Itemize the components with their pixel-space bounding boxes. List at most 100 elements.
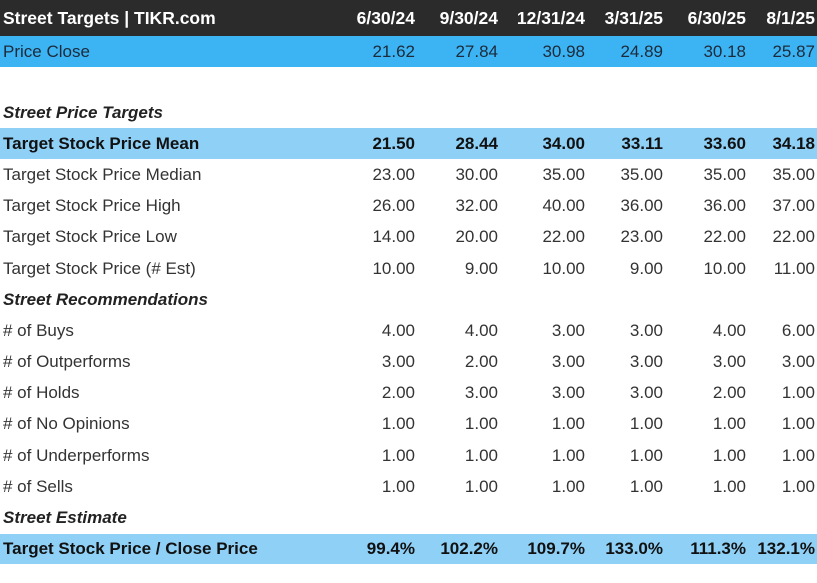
cell-value: 30.00 <box>455 164 498 184</box>
cell-value: 4.00 <box>464 320 498 340</box>
table-row: # of Buys 4.00 4.00 3.00 3.00 4.00 6.00 <box>0 315 817 346</box>
cell-value: 6.00 <box>781 320 815 340</box>
cell-value: 1.00 <box>629 445 663 465</box>
row-label: Target Stock Price (# Est) <box>3 258 196 278</box>
cell-value: 109.7% <box>500 533 587 564</box>
cell-value: 1.00 <box>381 476 415 496</box>
cell-value: 1.00 <box>629 414 663 434</box>
table-row: Target Stock Price (# Est) 10.00 9.00 10… <box>0 253 817 284</box>
table-title: Street Targets | TIKR.com <box>0 0 337 36</box>
row-label: Target Stock Price Median <box>3 164 202 184</box>
cell-value: 3.00 <box>781 352 815 372</box>
cell-value: 1.00 <box>712 476 746 496</box>
row-label: # of Outperforms <box>3 352 131 372</box>
cell-value: 9.00 <box>464 258 498 278</box>
cell-value: 3.00 <box>629 383 663 403</box>
cell-value: 1.00 <box>781 476 815 496</box>
cell-value: 1.00 <box>781 383 815 403</box>
cell-value: 132.1% <box>748 533 817 564</box>
cell-value: 35.00 <box>772 164 815 184</box>
cell-value: 3.00 <box>381 352 415 372</box>
cell-value: 10.00 <box>703 258 746 278</box>
cell-value: 22.00 <box>772 227 815 247</box>
cell-value: 14.00 <box>372 227 415 247</box>
cell-value: 28.44 <box>417 128 500 160</box>
row-label: # of No Opinions <box>3 414 130 434</box>
cell-value: 9.00 <box>629 258 663 278</box>
date-header: 8/1/25 <box>748 0 817 36</box>
table-row: # of Sells 1.00 1.00 1.00 1.00 1.00 1.00 <box>0 471 817 502</box>
cell-value: 21.62 <box>337 36 417 67</box>
price-close-row: Price Close 21.62 27.84 30.98 24.89 30.1… <box>0 36 817 67</box>
cell-value: 21.50 <box>337 128 417 160</box>
cell-value: 10.00 <box>542 258 585 278</box>
cell-value: 35.00 <box>542 164 585 184</box>
cell-value: 99.4% <box>337 533 417 564</box>
cell-value: 25.87 <box>748 36 817 67</box>
cell-value: 23.00 <box>372 164 415 184</box>
date-header: 12/31/24 <box>500 0 587 36</box>
cell-value: 1.00 <box>629 476 663 496</box>
cell-value: 3.00 <box>464 383 498 403</box>
cell-value: 34.00 <box>500 128 587 160</box>
cell-value: 1.00 <box>381 445 415 465</box>
spacer-row <box>0 67 817 97</box>
date-header: 6/30/25 <box>665 0 748 36</box>
section-header-recommendations: Street Recommendations <box>0 284 817 315</box>
cell-value: 3.00 <box>551 383 585 403</box>
cell-value: 36.00 <box>703 196 746 216</box>
table-row: # of Outperforms 3.00 2.00 3.00 3.00 3.0… <box>0 347 817 378</box>
row-label: Target Stock Price High <box>3 196 181 216</box>
section-label: Street Recommendations <box>3 289 208 309</box>
table-row: Target Stock Price / Close Price 99.4% 1… <box>0 533 817 564</box>
section-label: Street Price Targets <box>3 102 163 122</box>
row-label: Target Stock Price / Close Price <box>0 533 337 564</box>
cell-value: 3.00 <box>712 352 746 372</box>
section-label: Street Estimate <box>3 508 127 528</box>
cell-value: 1.00 <box>551 414 585 434</box>
table-row: Target Stock Price Low 14.00 20.00 22.00… <box>0 222 817 253</box>
cell-value: 22.00 <box>542 227 585 247</box>
cell-value: 1.00 <box>712 414 746 434</box>
cell-value: 1.00 <box>551 445 585 465</box>
cell-value: 10.00 <box>372 258 415 278</box>
cell-value: 1.00 <box>781 414 815 434</box>
cell-value: 20.00 <box>455 227 498 247</box>
cell-value: 26.00 <box>372 196 415 216</box>
row-label: # of Buys <box>3 320 74 340</box>
cell-value: 30.18 <box>665 36 748 67</box>
table-row: # of Holds 2.00 3.00 3.00 3.00 2.00 1.00 <box>0 378 817 409</box>
cell-value: 22.00 <box>703 227 746 247</box>
cell-value: 3.00 <box>629 352 663 372</box>
cell-value: 1.00 <box>464 414 498 434</box>
row-label: Target Stock Price Low <box>3 227 177 247</box>
cell-value: 35.00 <box>703 164 746 184</box>
cell-value: 3.00 <box>629 320 663 340</box>
cell-value: 37.00 <box>772 196 815 216</box>
cell-value: 1.00 <box>781 445 815 465</box>
row-label: # of Holds <box>3 383 80 403</box>
row-label: Target Stock Price Mean <box>0 128 337 160</box>
cell-value: 1.00 <box>464 476 498 496</box>
cell-value: 34.18 <box>748 128 817 160</box>
date-header: 3/31/25 <box>587 0 665 36</box>
table-row: Target Stock Price High 26.00 32.00 40.0… <box>0 191 817 222</box>
date-header: 9/30/24 <box>417 0 500 36</box>
row-label: Price Close <box>0 36 337 67</box>
cell-value: 33.60 <box>665 128 748 160</box>
cell-value: 3.00 <box>551 320 585 340</box>
cell-value: 4.00 <box>712 320 746 340</box>
header-row: Street Targets | TIKR.com 6/30/24 9/30/2… <box>0 0 817 36</box>
cell-value: 27.84 <box>417 36 500 67</box>
cell-value: 2.00 <box>381 383 415 403</box>
cell-value: 32.00 <box>455 196 498 216</box>
cell-value: 36.00 <box>620 196 663 216</box>
cell-value: 1.00 <box>381 414 415 434</box>
street-targets-table: Street Targets | TIKR.com 6/30/24 9/30/2… <box>0 0 817 564</box>
row-label: # of Sells <box>3 476 73 496</box>
table-row: Target Stock Price Mean 21.50 28.44 34.0… <box>0 128 817 160</box>
cell-value: 30.98 <box>500 36 587 67</box>
cell-value: 4.00 <box>381 320 415 340</box>
section-header-targets: Street Price Targets <box>0 97 817 128</box>
date-header: 6/30/24 <box>337 0 417 36</box>
